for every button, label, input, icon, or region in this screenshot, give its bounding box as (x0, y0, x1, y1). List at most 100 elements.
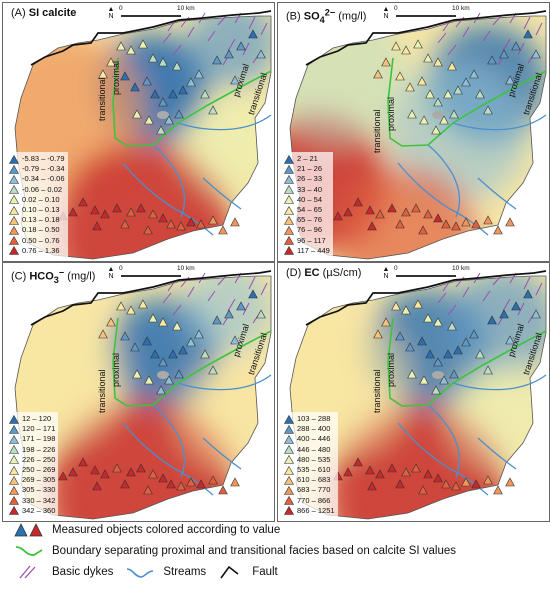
station-triangle (483, 365, 493, 375)
legend-class: 610 – 683 (284, 475, 335, 485)
station-triangle (156, 125, 166, 135)
station-triangle (256, 309, 266, 319)
station-triangle (365, 465, 375, 475)
dyke-line (162, 32, 172, 44)
param-subscript: 4 (319, 14, 325, 25)
station-triangle (401, 207, 411, 217)
legend-class: 0.10 – 0.13 (9, 205, 65, 215)
legend-streams-label: Streams (163, 566, 207, 578)
station-triangle (433, 317, 443, 327)
legend-class: 12 – 120 (9, 414, 55, 424)
station-triangle (499, 49, 509, 59)
legend-measured: Measured objects colored according to va… (14, 523, 280, 537)
legend-boundary-label: Boundary separating proximal and transit… (52, 545, 457, 557)
dyke-line-icon (19, 565, 36, 579)
station-triangle (178, 85, 188, 95)
map-panel-a: (A) SI calcite ▲ N 0 10 km transitional pr… (2, 2, 275, 262)
station-triangle (144, 375, 154, 385)
class-triangle-icon (9, 185, 19, 194)
class-triangle-icon (284, 246, 294, 256)
station-triangle (441, 479, 451, 489)
station-triangle (208, 365, 218, 375)
legend-class-label: 2 – 21 (297, 153, 318, 163)
scale-bar: 0 10 km (119, 265, 231, 281)
legend-class-label: 12 – 120 (22, 413, 52, 423)
station-triangle (132, 109, 142, 119)
station-triangle (373, 329, 383, 339)
facies-boundary-line (112, 317, 272, 407)
class-triangle-icon (9, 475, 19, 485)
class-triangle-icon (9, 455, 19, 465)
dyke-line (447, 304, 457, 316)
station-triangle (208, 475, 218, 485)
panel-title-a: (A) SI calcite (8, 6, 80, 20)
legend-class: 117 – 449 (284, 246, 330, 256)
station-triangle (172, 61, 182, 71)
station-triangle (142, 336, 152, 346)
north-arrow-icon: ▲ N (107, 6, 115, 20)
station-triangle (411, 203, 421, 213)
dyke-line (172, 44, 182, 56)
facies-label-proximal: proximal (386, 96, 396, 131)
map-panel-c: (C) HCO3− (mg/l) ▲ N 0 10 km transitional … (2, 262, 275, 522)
map-legend: Measured objects colored according to va… (0, 521, 550, 608)
station-triangle (224, 49, 234, 59)
station-triangle (78, 197, 88, 207)
legend-class: 0.02 – 0.10 (9, 195, 65, 205)
station-triangle (112, 203, 122, 213)
legend-class: -0.34 – -0.06 (9, 174, 65, 184)
dyke-line (227, 38, 236, 52)
station-triangle (433, 357, 443, 367)
legend-class-label: 288 – 400 (297, 424, 331, 434)
legend-class-label: 76 – 96 (297, 225, 323, 235)
dyke-line (187, 26, 195, 38)
class-triangle-icon (9, 236, 19, 245)
stream-line (427, 404, 461, 478)
station-triangle (150, 349, 160, 359)
legend-dykes: Basic dykes Streams Fault (14, 565, 278, 579)
class-triangle-icon (284, 164, 294, 174)
dyke-line (437, 32, 447, 44)
station-triangle (236, 41, 246, 51)
station-triangle (106, 317, 116, 327)
stream-line (152, 404, 186, 478)
legend-class: 866 – 1251 (284, 506, 335, 516)
station-triangle (126, 207, 136, 217)
panel-label: (C) (11, 270, 27, 283)
station-triangle (449, 109, 459, 119)
legend-class: 21 – 26 (284, 164, 330, 174)
north-label: N (108, 13, 114, 20)
legend-class-label: 96 – 117 (297, 235, 326, 245)
legend-class-label: 610 – 683 (297, 475, 331, 485)
facies-label-transitional: transitional (372, 109, 382, 153)
legend-class: 480 – 535 (284, 455, 335, 465)
legend-class-label: 0.18 – 0.50 (22, 225, 60, 235)
dyke-line (462, 26, 470, 38)
station-triangle (178, 345, 188, 355)
legend-class-label: -0.79 – -0.34 (22, 164, 65, 174)
class-triangle-icon (284, 445, 294, 454)
legend-class: 342 – 360 (9, 506, 55, 516)
class-triangle-icon (284, 215, 294, 225)
station-triangle (126, 45, 136, 55)
station-triangle (419, 375, 429, 385)
scale-zero: 0 (394, 5, 398, 12)
dyke-line (517, 42, 525, 56)
station-triangle (200, 349, 210, 359)
station-triangle (451, 481, 461, 491)
station-triangle (475, 89, 485, 99)
stream-line (477, 437, 517, 470)
legend-class-label: 305 – 330 (22, 485, 56, 495)
station-triangle (256, 49, 266, 59)
class-triangle-icon (284, 424, 294, 434)
legend-class-label: -0.06 – 0.02 (22, 184, 63, 194)
stream-line-icon (127, 568, 154, 578)
station-triangle (58, 471, 68, 481)
legend-class-label: 342 – 360 (22, 505, 56, 515)
class-triangle-icon (9, 205, 19, 215)
station-triangle (441, 219, 451, 229)
station-triangle (461, 477, 471, 487)
map-panel-b: (B) SO42− (mg/l) ▲ N 0 10 km transitional … (277, 2, 550, 262)
legend-class: -5.83 – -0.79 (9, 154, 65, 164)
dyke-line (242, 42, 250, 56)
